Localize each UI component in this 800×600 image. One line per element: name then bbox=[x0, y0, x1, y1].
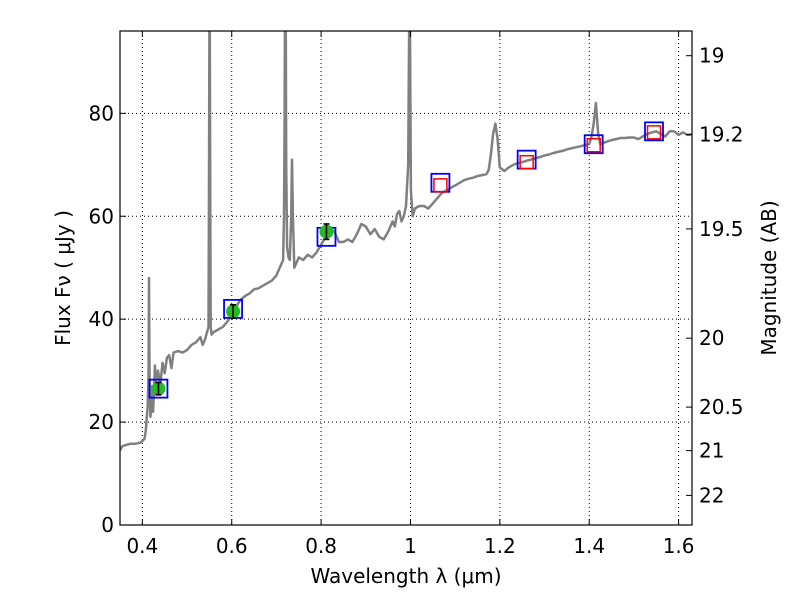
x-tick-label: 1.6 bbox=[663, 534, 695, 558]
right-tick-label: 20 bbox=[699, 326, 724, 350]
y-tick-label: 0 bbox=[101, 513, 114, 537]
x-tick-label: 1 bbox=[404, 534, 417, 558]
right-tick-label: 21 bbox=[699, 439, 724, 463]
y-tick-label: 40 bbox=[89, 307, 114, 331]
right-axis-label: Magnitude (AB) bbox=[757, 200, 781, 355]
y-tick-label: 80 bbox=[89, 101, 114, 125]
x-tick-label: 1.2 bbox=[484, 534, 516, 558]
red-square bbox=[519, 154, 534, 170]
right-tick-label: 19.2 bbox=[699, 123, 744, 147]
right-tick-label: 20.5 bbox=[699, 395, 744, 419]
right-tick-label: 19.5 bbox=[699, 217, 744, 241]
x-tick-label: 1.4 bbox=[573, 534, 605, 558]
plot-area bbox=[120, 31, 692, 451]
y-tick-label: 60 bbox=[89, 204, 114, 228]
data-markers bbox=[148, 121, 664, 399]
y-tick-label: 20 bbox=[89, 410, 114, 434]
right-tick-label: 19 bbox=[699, 44, 724, 68]
red-square bbox=[586, 137, 601, 153]
model-square bbox=[644, 121, 664, 142]
right-tick-label: 22 bbox=[699, 483, 724, 507]
x-tick-label: 0.6 bbox=[216, 534, 248, 558]
model-square bbox=[583, 134, 604, 155]
y-axis-label: Flux Fν ( μJy ) bbox=[51, 210, 75, 346]
spectrum-line bbox=[120, 31, 692, 451]
x-tick-label: 0.8 bbox=[305, 534, 337, 558]
red-square bbox=[646, 125, 662, 140]
plot-frame bbox=[119, 30, 693, 526]
model-square bbox=[148, 378, 169, 399]
axis-ticks: 0.4 0.6 0.8 1 1.2 1.4 1.6 0 20 40 60 80 19 19.2 19.5 20… bbox=[89, 31, 744, 558]
red-square bbox=[433, 178, 448, 193]
x-tick-label: 0.4 bbox=[126, 534, 158, 558]
grid bbox=[120, 31, 692, 526]
x-axis-label: Wavelength λ (μm) bbox=[310, 564, 501, 588]
